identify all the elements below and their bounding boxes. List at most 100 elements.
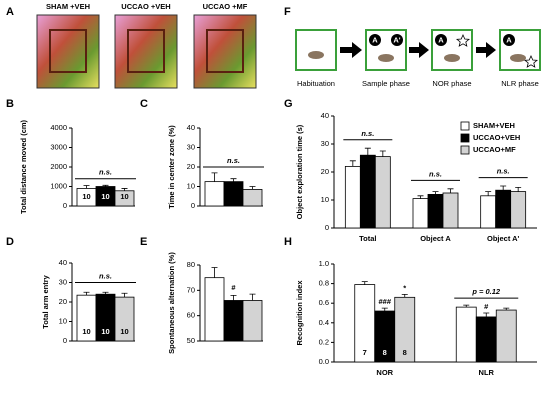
y-tick-label: 0 — [191, 201, 195, 210]
error-bar — [349, 160, 356, 167]
bar — [475, 316, 497, 363]
error-bar — [485, 191, 492, 196]
n-label: 10 — [82, 327, 90, 336]
y-tick-label: 50 — [187, 336, 195, 345]
n-label: 10 — [120, 192, 128, 201]
novel-object — [455, 34, 471, 47]
error-bar — [432, 191, 439, 195]
bar — [455, 306, 477, 363]
annotation: n.s. — [227, 156, 240, 165]
panel-letter: H — [284, 236, 292, 248]
error-bar — [121, 292, 128, 298]
annotation: n.s. — [99, 168, 112, 177]
object-label: A — [438, 35, 444, 44]
y-tick-label: 1000 — [50, 181, 67, 190]
heatmap — [193, 14, 257, 89]
error-bar — [83, 291, 90, 296]
heatmap — [114, 14, 178, 89]
legend-label: SHAM+VEH — [473, 121, 515, 130]
error-bar — [211, 267, 218, 278]
legend-swatch — [460, 121, 470, 131]
y-tick-label: 40 — [59, 258, 67, 267]
error-bar — [401, 293, 408, 298]
bar — [510, 191, 527, 229]
annotation: p = 0.12 — [471, 287, 501, 296]
y-tick-label: 30 — [187, 142, 195, 151]
error-bar — [447, 188, 454, 193]
mouse — [510, 54, 526, 62]
phase-label: Habituation — [297, 79, 335, 88]
y-tick-label: 0 — [325, 223, 329, 232]
y-tick-label: 20 — [321, 167, 329, 176]
heatmap — [36, 14, 100, 89]
mouse — [444, 54, 460, 62]
y-tick-label: 20 — [187, 162, 195, 171]
mouse — [308, 51, 324, 59]
error-bar — [361, 281, 368, 285]
annotation: n.s. — [497, 167, 510, 176]
panel-letter: G — [284, 98, 293, 110]
n-label: 8 — [383, 348, 387, 357]
object-label: A — [506, 35, 512, 44]
object — [435, 34, 447, 46]
y-tick-label: 0 — [63, 336, 67, 345]
x-tick-label: Total — [359, 234, 376, 243]
y-tick-label: 70 — [187, 285, 195, 294]
y-tick-label: 20 — [59, 297, 67, 306]
bar — [242, 189, 263, 207]
x-tick-label: NLR — [479, 368, 495, 377]
error-bar — [249, 186, 256, 190]
bar — [242, 300, 263, 342]
n-label: 10 — [120, 327, 128, 336]
x-tick-label: Object A — [420, 234, 451, 243]
panel-letter: C — [140, 98, 148, 110]
annotation: ### — [378, 297, 391, 306]
arrows — [340, 42, 496, 58]
zone — [49, 29, 87, 73]
y-axis-label: Spontaneous alternation (%) — [167, 252, 176, 354]
arrow — [476, 42, 496, 58]
y-tick-label: 30 — [321, 139, 329, 148]
group-label: UCCAO +VEH — [121, 2, 170, 11]
error-bar — [483, 312, 490, 317]
error-bar — [102, 184, 109, 187]
y-axis-label: Object exploration time (s) — [295, 124, 304, 219]
y-tick-label: 40 — [187, 123, 195, 132]
annotation: n.s. — [429, 169, 442, 178]
y-axis-label: Total arm entry — [41, 274, 50, 328]
annotation: # — [484, 302, 489, 311]
y-tick-label: 40 — [321, 111, 329, 120]
arena — [295, 29, 337, 71]
y-tick-label: 10 — [321, 195, 329, 204]
bar — [344, 165, 361, 229]
bar — [480, 195, 497, 229]
y-tick-label: 2000 — [50, 162, 67, 171]
phase-label: Sample phase — [362, 79, 410, 88]
y-tick-label: 10 — [59, 316, 67, 325]
legend-label: UCCAO+MF — [473, 145, 516, 154]
y-tick-label: 0.0 — [319, 357, 329, 366]
panel-letter: F — [284, 6, 291, 18]
phase-label: NLR phase — [501, 79, 539, 88]
legend-swatch — [460, 133, 470, 143]
mouse — [378, 54, 394, 62]
group-label: UCCAO +MF — [203, 2, 248, 11]
n-label: 10 — [82, 192, 90, 201]
y-axis-label: Total distance moved (cm) — [19, 119, 28, 214]
heatmaps — [36, 14, 257, 89]
object — [503, 34, 515, 46]
y-tick-label: 60 — [187, 311, 195, 320]
error-bar — [503, 307, 510, 311]
y-tick-label: 80 — [187, 260, 195, 269]
n-label: 8 — [403, 348, 407, 357]
y-tick-label: 0 — [63, 201, 67, 210]
phase-label: NOR phase — [432, 79, 471, 88]
x-tick-label: Object A' — [487, 234, 520, 243]
y-axis-label: Recognition index — [295, 280, 304, 346]
arrow — [340, 42, 362, 58]
error-bar — [417, 195, 424, 199]
legend-swatch — [460, 145, 470, 155]
bar — [223, 300, 244, 342]
bar — [442, 192, 459, 229]
